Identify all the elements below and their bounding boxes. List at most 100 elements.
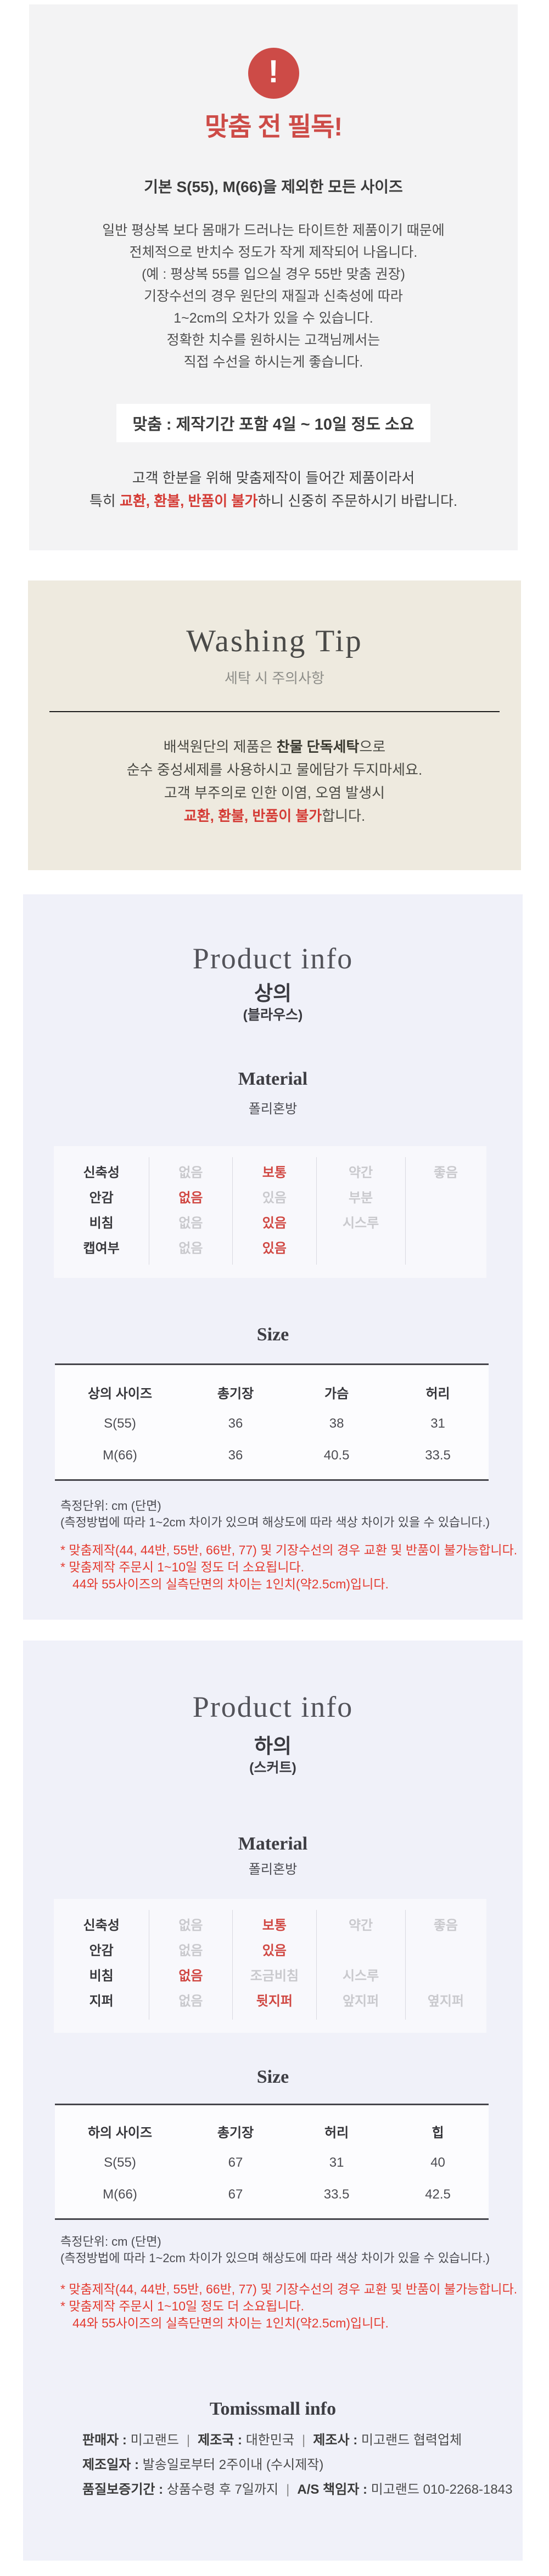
material-heading: Material — [238, 1834, 308, 1854]
washing-body: 배색원단의 제품은 찬물 단독세탁으로 순수 중성세제를 사용하시고 물에담가 … — [28, 735, 521, 827]
red-note-line: 44와 55사이즈의 실측단면의 차이는 1인치(약2.5cm)입니다. — [72, 1577, 389, 1591]
material-row-label: 안감 — [89, 1943, 114, 1958]
seller-info-value: 상품수령 후 7일까지 — [166, 2482, 279, 2497]
material-cell: 없음 — [178, 1943, 203, 1958]
column-divider — [316, 1910, 317, 2020]
category-subtitle: (블라우스) — [243, 1007, 303, 1023]
material-cell: 있음 — [262, 1215, 287, 1231]
red-note-line: * 맞춤제작 주문시 1~10일 정도 더 소요됩니다. — [60, 1560, 305, 1574]
washing-line3: 고객 부주의로 인한 이염, 오염 발생시 — [164, 785, 385, 801]
material-row-label: 안감 — [89, 1190, 114, 1205]
material-row: 안감 없음 있음 — [54, 1936, 486, 1961]
divider-line — [49, 711, 500, 712]
measure-notes: 측정단위: cm (단면) (측정방법에 따라 1~2cm 차이가 있으며 해상도… — [60, 1498, 523, 1531]
material-cell: 좋음 — [433, 1918, 458, 1933]
product-info-heading: Product info — [192, 942, 354, 975]
material-cell: 있음 — [262, 1190, 287, 1205]
material-row: 지퍼 없음 뒷지퍼 앞지퍼 옆지퍼 — [54, 1987, 486, 2012]
size-data-row: M(66) 36 40.5 33.5 — [55, 1440, 489, 1472]
material-cell: 없음 — [178, 1241, 203, 1256]
material-row-label: 신축성 — [83, 1918, 120, 1933]
washing-line4: 교환, 환불, 반품이 불가합니다. — [28, 804, 521, 827]
seller-info-heading: Tomissmall info — [209, 2399, 337, 2419]
notice-body: 일반 평상복 보다 몸매가 드러나는 타이트한 제품이기 때문에 전체적으로 반치… — [29, 219, 518, 373]
seller-info-label: A/S 책임자 : — [297, 2482, 371, 2497]
seller-info: 판매자 : 미고랜드 | 제조국 : 대한민국 | 제조사 : 미고랜드 협력업체 제조일… — [82, 2428, 523, 2502]
notice-title: 맞춤 전 필독! — [205, 112, 343, 141]
size-cell: S(55) — [104, 1416, 136, 1431]
seller-info-row: 판매자 : 미고랜드 | 제조국 : 대한민국 | 제조사 : 미고랜드 협력업체 — [82, 2428, 523, 2453]
material-row-label: 지퍼 — [89, 1993, 114, 2009]
size-table: 하의 사이즈 총기장 허리 힙 S(55) 67 31 40 M(66) 67 33.5 42.5 — [55, 2104, 489, 2220]
size-heading: Size — [256, 2067, 289, 2087]
size-table: 상의 사이즈 총기장 가슴 허리 S(55) 36 38 31 M(66) 36 40.5 33.5 — [55, 1363, 489, 1481]
exclamation-glyph: ! — [268, 53, 279, 89]
size-cell: 36 — [228, 1416, 243, 1431]
category-subtitle: (스커트) — [249, 1760, 296, 1775]
washing-line1-prefix: 배색원단의 제품은 — [163, 739, 277, 755]
washing-line4-red: 교환, 환불, 반품이 불가 — [183, 808, 322, 824]
notice-body-line: 직접 수선을 하시는게 좋습니다. — [183, 354, 363, 370]
material-cell: 없음 — [178, 1190, 203, 1205]
column-divider — [232, 1910, 233, 2020]
size-cell: S(55) — [104, 2155, 136, 2170]
size-header-cell: 가슴 — [324, 1386, 349, 1401]
material-cell: 보통 — [262, 1165, 287, 1180]
exclamation-icon: ! — [248, 48, 299, 99]
material-cell: 시스루 — [342, 1215, 379, 1231]
size-cell: 67 — [228, 2187, 243, 2202]
fabric-name: 폴리혼방 — [248, 1102, 298, 1117]
measure-note-line: 측정단위: cm (단면) — [60, 2235, 161, 2248]
size-heading: Size — [256, 1324, 289, 1345]
material-row: 비침 없음 조금비침 시스루 — [54, 1961, 486, 1987]
column-divider — [232, 1157, 233, 1265]
notice-closing: 고객 한분을 위해 맞춤제작이 들어간 제품이라서 특히 교환, 환불, 반품이… — [29, 466, 518, 512]
size-cell: 33.5 — [425, 1448, 451, 1463]
column-divider — [405, 1157, 406, 1265]
size-header-cell: 허리 — [324, 2125, 349, 2140]
size-cell: M(66) — [103, 1448, 137, 1463]
material-cell: 뒷지퍼 — [256, 1993, 293, 2009]
size-cell: 36 — [228, 1448, 243, 1463]
material-cell: 조금비침 — [250, 1968, 299, 1983]
seller-info-label: 품질보증기간 : — [82, 2482, 167, 2497]
size-cell: 33.5 — [323, 2187, 350, 2202]
washing-title: Washing Tip — [186, 624, 363, 658]
notice-body-line: 전체적으로 반치수 정도가 작게 제작되어 나옵니다. — [129, 245, 418, 260]
washing-subtitle: 세탁 시 주의사항 — [225, 670, 324, 686]
material-table: 신축성 없음 보통 약간 좋음 안감 없음 있음 비침 없음 조금비침 시스루 지퍼 없음 뒷지퍼 앞지퍼 옆지… — [54, 1899, 486, 2033]
notice-body-line: 1~2cm의 오차가 있을 수 있습니다. — [173, 311, 373, 326]
product-info-heading: Product info — [192, 1690, 354, 1723]
washing-line2: 순수 중성세제를 사용하시고 물에담가 두지마세요. — [126, 762, 423, 778]
material-cell: 없음 — [178, 1215, 203, 1231]
size-header-cell: 허리 — [425, 1386, 450, 1401]
material-cell: 약간 — [348, 1918, 373, 1933]
column-divider — [316, 1157, 317, 1265]
material-row-label: 비침 — [89, 1215, 114, 1231]
notice-body-line: 기장수선의 경우 원단의 재질과 신축성에 따라 — [144, 289, 403, 304]
red-note-line: * 맞춤제작(44, 44반, 55반, 66반, 77) 및 기장수선의 경우… — [60, 2282, 518, 2296]
material-cell: 약간 — [348, 1165, 373, 1180]
notice-closing-line2: 특히 교환, 환불, 반품이 불가하니 신중히 주문하시기 바랍니다. — [29, 489, 518, 512]
size-data-row: S(55) 36 38 31 — [55, 1408, 489, 1440]
separator: | — [186, 2433, 191, 2448]
size-header-cell: 힙 — [432, 2125, 444, 2140]
size-cell: 40 — [430, 2155, 445, 2170]
material-cell: 부분 — [348, 1190, 373, 1205]
closing-red-text: 교환, 환불, 반품이 불가 — [119, 493, 258, 509]
size-cell: 67 — [228, 2155, 243, 2170]
washing-line1-bold: 찬물 단독세탁 — [276, 739, 360, 755]
fabric-name: 폴리혼방 — [248, 1862, 298, 1877]
seller-info-value: 대한민국 — [245, 2433, 295, 2448]
material-row-label: 캡여부 — [83, 1241, 120, 1256]
material-cell: 시스루 — [342, 1968, 379, 1983]
seller-info-value: 미고랜드 010-2268-1843 — [371, 2482, 513, 2497]
size-header-cell: 상의 사이즈 — [87, 1386, 153, 1401]
category-title: 상의 — [254, 982, 292, 1005]
material-cell: 없음 — [178, 1968, 203, 1983]
seller-info-label: 제조일자 : — [82, 2457, 143, 2472]
material-row: 캡여부 없음 있음 — [54, 1234, 486, 1259]
seller-info-label: 제조국 : — [198, 2433, 246, 2448]
washing-line1-suffix: 으로 — [359, 739, 386, 755]
material-cell: 없음 — [178, 1918, 203, 1933]
